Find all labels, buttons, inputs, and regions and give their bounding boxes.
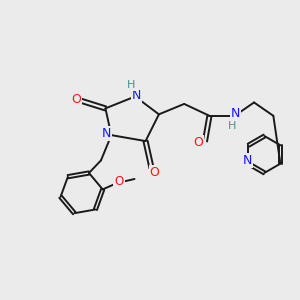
Text: O: O bbox=[194, 136, 203, 149]
Text: N: N bbox=[242, 154, 252, 166]
Text: O: O bbox=[71, 93, 81, 106]
Text: N: N bbox=[132, 89, 141, 102]
Text: N: N bbox=[101, 127, 111, 140]
Text: O: O bbox=[114, 176, 124, 188]
Text: H: H bbox=[228, 121, 236, 131]
Text: N: N bbox=[231, 107, 240, 120]
Text: H: H bbox=[127, 80, 135, 90]
Text: O: O bbox=[149, 166, 159, 179]
